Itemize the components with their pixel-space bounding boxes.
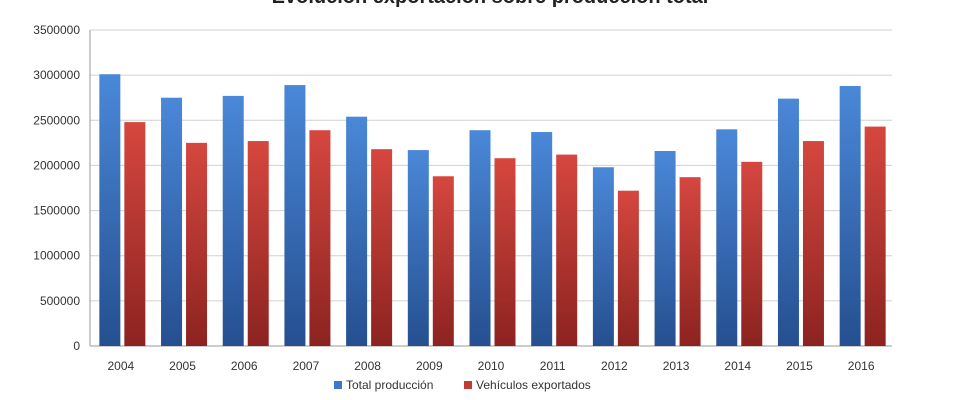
bar-total-produccion-2016 — [839, 85, 861, 346]
chart-title: Evolución exportación sobre producción t… — [272, 0, 709, 8]
y-tick-label: 1000000 — [33, 249, 80, 263]
bar-vehiculos-exportados-2004 — [124, 122, 146, 346]
x-tick-label: 2016 — [848, 359, 875, 373]
grid-lines — [89, 29, 892, 347]
y-tick-label: 2000000 — [33, 158, 80, 172]
bar-total-produccion-2011 — [531, 132, 553, 346]
bar-total-produccion-2015 — [777, 98, 799, 346]
x-tick-label: 2011 — [540, 359, 566, 373]
bar-vehiculos-exportados-2006 — [247, 141, 269, 346]
bar-total-produccion-2014 — [716, 129, 738, 346]
bar-total-produccion-2004 — [99, 74, 121, 347]
bar-vehiculos-exportados-2005 — [186, 142, 208, 346]
bar-total-produccion-2013 — [654, 150, 676, 346]
x-tick-label: 2014 — [724, 359, 751, 373]
bar-total-produccion-2005 — [161, 97, 183, 346]
y-tick-label: 1500000 — [33, 204, 80, 218]
bar-total-produccion-2007 — [284, 85, 306, 347]
y-tick-label: 3500000 — [33, 23, 80, 37]
legend-label: Vehículos exportados — [476, 378, 591, 392]
bar-total-produccion-2006 — [222, 95, 244, 346]
bar-vehiculos-exportados-2009 — [432, 176, 454, 346]
x-tick-label: 2013 — [663, 359, 690, 373]
bar-vehiculos-exportados-2013 — [679, 177, 701, 346]
x-axis: 2004 2005 2006 2007 2008 2009 2010 2011 2012 2013… — [107, 359, 874, 373]
bar-vehiculos-exportados-2007 — [309, 130, 331, 346]
legend: Total producción Vehículos exportados — [334, 378, 591, 392]
bar-vehiculos-exportados-2016 — [864, 126, 886, 346]
y-tick-label: 3000000 — [33, 68, 80, 82]
x-tick-label: 2007 — [293, 359, 320, 373]
x-tick-label: 2008 — [354, 359, 381, 373]
plot-area — [99, 74, 886, 347]
y-tick-label: 500000 — [40, 294, 80, 308]
x-tick-label: 2005 — [169, 359, 196, 373]
x-tick-label: 2012 — [601, 359, 628, 373]
legend-swatch — [334, 381, 342, 389]
x-tick-label: 2009 — [416, 359, 443, 373]
x-tick-label: 2004 — [107, 359, 134, 373]
x-tick-label: 2015 — [786, 359, 813, 373]
bar-total-produccion-2008 — [346, 116, 368, 346]
bar-vehiculos-exportados-2015 — [802, 141, 824, 346]
x-tick-label: 2010 — [478, 359, 505, 373]
x-tick-label: 2006 — [231, 359, 258, 373]
legend-label: Total producción — [346, 378, 433, 392]
bar-vehiculos-exportados-2012 — [617, 190, 639, 346]
bar-vehiculos-exportados-2014 — [741, 161, 763, 346]
bar-total-produccion-2010 — [469, 130, 491, 346]
bar-vehiculos-exportados-2010 — [494, 158, 516, 346]
y-axis: 0 500000 1000000 1500000 2000000 2500000 30000… — [33, 23, 80, 353]
bar-total-produccion-2012 — [592, 167, 614, 346]
legend-swatch — [464, 381, 472, 389]
bar-vehiculos-exportados-2011 — [556, 154, 578, 346]
bar-total-produccion-2009 — [407, 150, 429, 346]
y-tick-label: 2500000 — [33, 113, 80, 127]
y-tick-label: 0 — [73, 339, 80, 353]
bar-vehiculos-exportados-2008 — [371, 149, 393, 346]
